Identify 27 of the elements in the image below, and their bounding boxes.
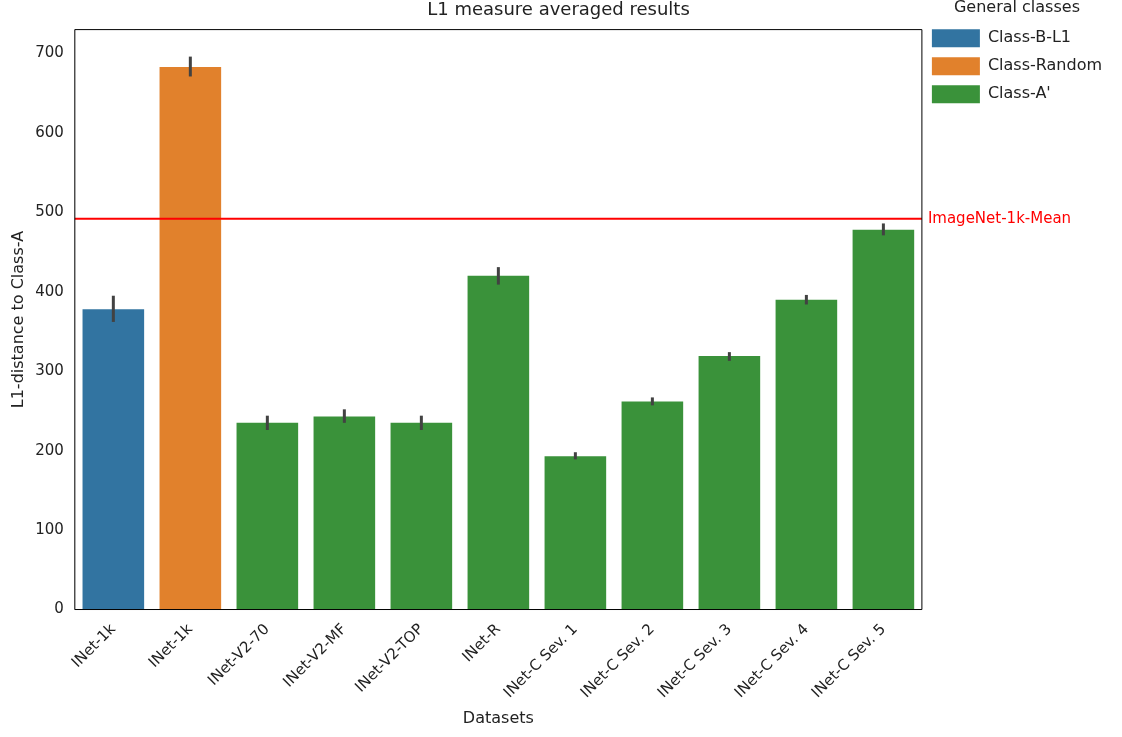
bar: [775, 299, 838, 610]
bar: [236, 422, 299, 610]
legend-label: Class-A': [987, 83, 1051, 103]
x-axis-title: Datasets: [462, 707, 534, 727]
chart-title: L1 measure averaged results: [427, 0, 690, 20]
y-axis-title: L1-distance to Class-A: [7, 230, 27, 409]
bar: [698, 356, 761, 610]
bar: [852, 229, 915, 610]
y-tick-label: 200: [35, 440, 64, 459]
bar: [313, 416, 376, 610]
bar: [82, 309, 145, 610]
bar: [621, 401, 684, 610]
bar: [390, 422, 453, 610]
y-tick-label: 0: [54, 599, 64, 618]
y-tick-label: 400: [35, 281, 64, 300]
y-tick-label: 100: [35, 519, 64, 538]
legend-title: General classes: [953, 0, 1080, 17]
bar: [544, 456, 607, 610]
y-tick-label: 500: [35, 202, 64, 221]
legend-label: Class-B-L1: [987, 27, 1072, 47]
y-tick-label: 700: [35, 43, 64, 62]
bar: [159, 66, 222, 610]
y-tick-label: 300: [35, 361, 64, 380]
ref-line-label: ImageNet-1k-Mean: [927, 208, 1072, 227]
bar: [467, 275, 530, 610]
legend-label: Class-Random: [987, 55, 1102, 75]
y-tick-label: 600: [35, 122, 64, 141]
